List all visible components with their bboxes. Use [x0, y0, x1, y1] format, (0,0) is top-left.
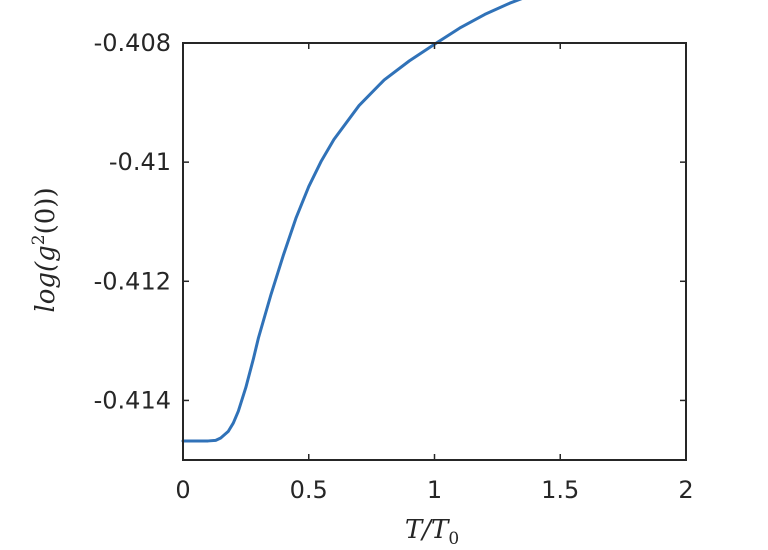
- tick-layer: 0 0.5 1 1.5 2 -0.414 -0.412 -0.41 -0.408: [94, 29, 694, 504]
- plot-area: [183, 43, 686, 460]
- plot-layer: [181, 0, 687, 461]
- x-tick-label: 1: [427, 476, 442, 504]
- y-tick-label: -0.41: [109, 148, 171, 176]
- y-axis-label: log(g2(0)): [29, 187, 61, 312]
- x-tick-label: 0: [175, 476, 190, 504]
- x-tick-label: 0.5: [290, 476, 328, 504]
- x-tick-label: 1.5: [541, 476, 579, 504]
- series-line-0: [181, 0, 523, 443]
- x-axis-label: T/T0: [405, 515, 459, 549]
- y-tick-label: -0.414: [94, 386, 171, 414]
- y-tick-label: -0.412: [94, 267, 171, 295]
- y-tick-label: -0.408: [94, 29, 171, 57]
- x-tick-label: 2: [678, 476, 693, 504]
